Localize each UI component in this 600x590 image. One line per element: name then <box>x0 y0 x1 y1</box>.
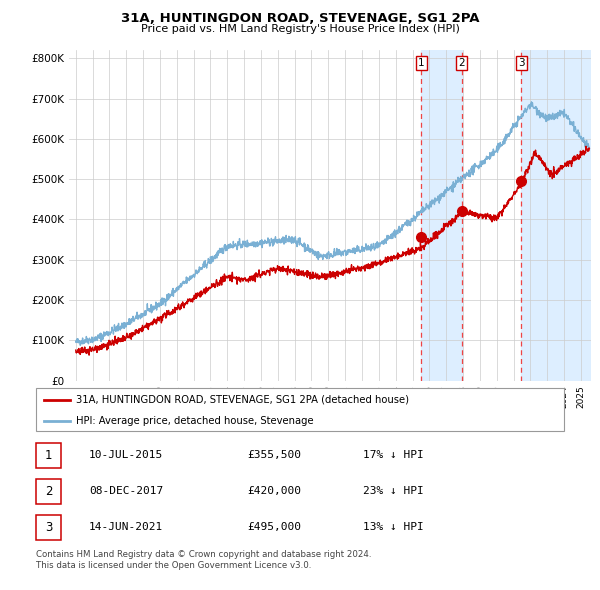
Text: 3: 3 <box>518 58 524 68</box>
FancyBboxPatch shape <box>36 478 61 504</box>
Text: 31A, HUNTINGDON ROAD, STEVENAGE, SG1 2PA (detached house): 31A, HUNTINGDON ROAD, STEVENAGE, SG1 2PA… <box>76 395 409 405</box>
Text: This data is licensed under the Open Government Licence v3.0.: This data is licensed under the Open Gov… <box>36 560 311 569</box>
Text: 10-JUL-2015: 10-JUL-2015 <box>89 450 163 460</box>
Text: 08-DEC-2017: 08-DEC-2017 <box>89 486 163 496</box>
Text: 23% ↓ HPI: 23% ↓ HPI <box>364 486 424 496</box>
Text: £355,500: £355,500 <box>247 450 301 460</box>
Bar <box>421 50 462 381</box>
FancyBboxPatch shape <box>36 442 61 468</box>
Text: 2: 2 <box>45 484 52 498</box>
Text: 13% ↓ HPI: 13% ↓ HPI <box>364 522 424 532</box>
Text: 3: 3 <box>45 521 52 534</box>
Text: 14-JUN-2021: 14-JUN-2021 <box>89 522 163 532</box>
Text: Price paid vs. HM Land Registry's House Price Index (HPI): Price paid vs. HM Land Registry's House … <box>140 24 460 34</box>
Text: 31A, HUNTINGDON ROAD, STEVENAGE, SG1 2PA: 31A, HUNTINGDON ROAD, STEVENAGE, SG1 2PA <box>121 12 479 25</box>
FancyBboxPatch shape <box>36 388 564 431</box>
Text: 1: 1 <box>45 448 52 461</box>
Text: £495,000: £495,000 <box>247 522 301 532</box>
Text: Contains HM Land Registry data © Crown copyright and database right 2024.: Contains HM Land Registry data © Crown c… <box>36 550 371 559</box>
Text: 2: 2 <box>458 58 465 68</box>
FancyBboxPatch shape <box>36 514 61 540</box>
Text: £420,000: £420,000 <box>247 486 301 496</box>
Text: 1: 1 <box>418 58 425 68</box>
Text: HPI: Average price, detached house, Stevenage: HPI: Average price, detached house, Stev… <box>76 417 313 427</box>
Text: 17% ↓ HPI: 17% ↓ HPI <box>364 450 424 460</box>
Bar <box>521 50 591 381</box>
